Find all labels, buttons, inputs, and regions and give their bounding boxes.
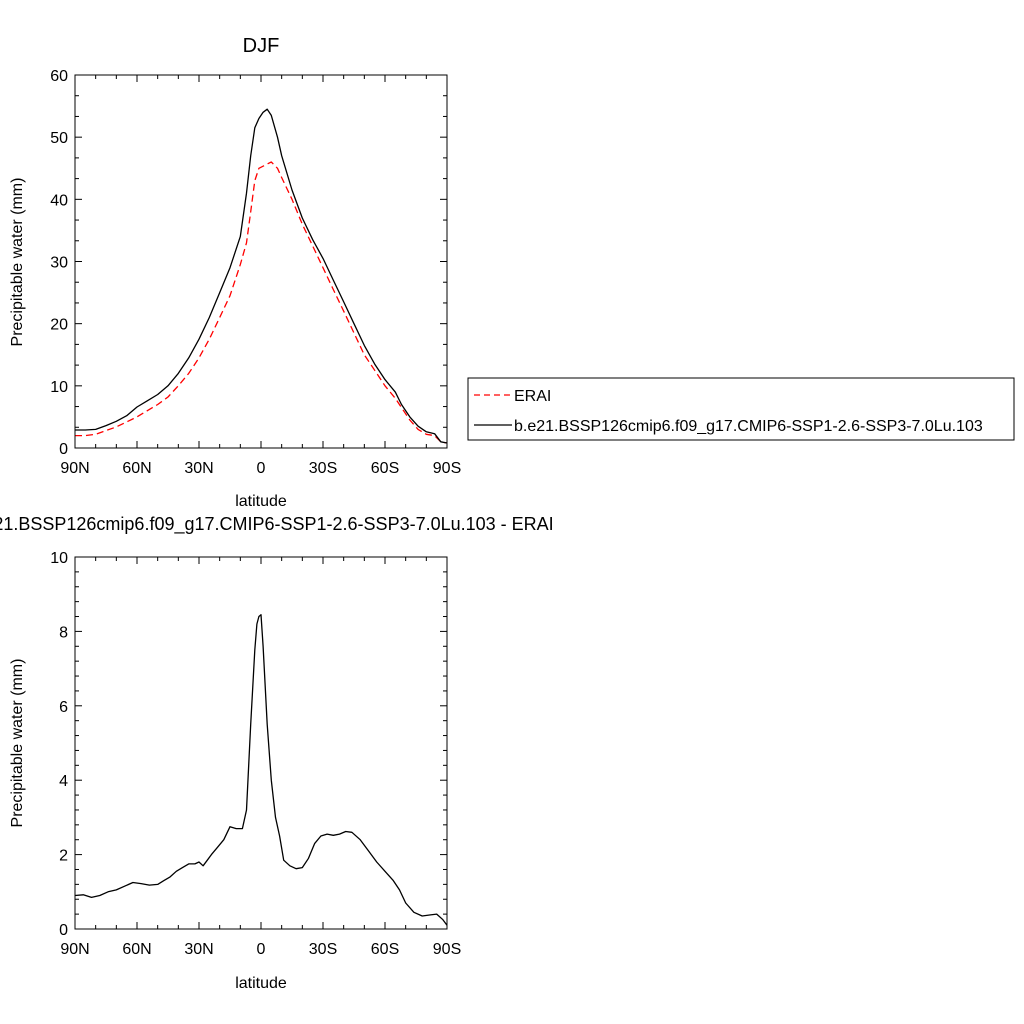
- top-plot-frame: [74, 74, 448, 449]
- bottom-x-tick-label: 60S: [371, 941, 399, 958]
- bottom-x-tick-label: 90N: [60, 941, 89, 958]
- bottom-chart-title: b.e21.BSSP126cmip6.f09_g17.CMIP6-SSP1-2.…: [0, 514, 554, 535]
- top-panel: DJF Precipitable water (mm) latitude 90N…: [9, 35, 461, 510]
- top-chart-ylabel: Precipitable water (mm): [9, 178, 26, 347]
- legend-box: [467, 377, 1015, 441]
- bottom-x-tick-label: 30S: [309, 941, 337, 958]
- bottom-chart-xlabel: latitude: [235, 975, 287, 992]
- top-y-tick-label: 0: [59, 441, 68, 458]
- top-y-tick-labels: 0 10 20 30 40 50 60: [50, 68, 68, 458]
- top-x-tick-label: 60S: [371, 460, 399, 477]
- top-chart-xlabel: latitude: [235, 493, 287, 510]
- bottom-series: [74, 614, 448, 926]
- bottom-ticks: [74, 556, 448, 930]
- bottom-x-tick-label: 30N: [184, 941, 213, 958]
- legend-label-erai: ERAI: [514, 388, 551, 405]
- top-x-tick-label: 30S: [309, 460, 337, 477]
- bottom-y-tick-label: 10: [50, 550, 68, 567]
- top-y-tick-label: 20: [50, 317, 68, 334]
- bottom-x-tick-label: 90S: [433, 941, 461, 958]
- legend: ERAI b.e21.BSSP126cmip6.f09_g17.CMIP6-SS…: [467, 377, 1015, 441]
- bottom-y-tick-label: 4: [59, 773, 68, 790]
- bottom-chart-ylabel: Precipitable water (mm): [9, 659, 26, 828]
- top-y-tick-label: 30: [50, 255, 68, 272]
- top-x-tick-label: 0: [257, 460, 266, 477]
- top-ticks: [74, 74, 448, 449]
- top-y-tick-label: 60: [50, 68, 68, 85]
- bottom-y-tick-label: 6: [59, 699, 68, 716]
- bottom-y-tick-labels: 0 2 4 6 8 10: [50, 550, 68, 939]
- bottom-x-tick-label: 60N: [122, 941, 151, 958]
- top-y-tick-label: 10: [50, 379, 68, 396]
- bottom-y-tick-label: 2: [59, 848, 68, 865]
- top-x-tick-labels: 90N 60N 30N 0 30S 60S 90S: [60, 460, 461, 477]
- top-y-tick-label: 40: [50, 192, 68, 209]
- bottom-y-tick-label: 0: [59, 922, 68, 939]
- bottom-y-tick-label: 8: [59, 624, 68, 641]
- top-series-line-1: [75, 108, 448, 444]
- top-x-tick-label: 90N: [60, 460, 89, 477]
- bottom-series-line-0: [74, 614, 448, 926]
- bottom-plot-frame: [74, 556, 448, 930]
- top-x-tick-label: 90S: [433, 460, 461, 477]
- bottom-x-tick-labels: 90N 60N 30N 0 30S 60S 90S: [60, 941, 461, 958]
- top-x-tick-label: 30N: [184, 460, 213, 477]
- top-x-tick-label: 60N: [122, 460, 151, 477]
- top-series-line-0: [75, 161, 448, 444]
- top-series: [75, 108, 448, 444]
- bottom-panel: b.e21.BSSP126cmip6.f09_g17.CMIP6-SSP1-2.…: [0, 514, 554, 992]
- bottom-x-tick-label: 0: [257, 941, 266, 958]
- top-chart-title: DJF: [243, 35, 280, 57]
- top-y-tick-label: 50: [50, 130, 68, 147]
- legend-label-model: b.e21.BSSP126cmip6.f09_g17.CMIP6-SSP1-2.…: [514, 418, 983, 435]
